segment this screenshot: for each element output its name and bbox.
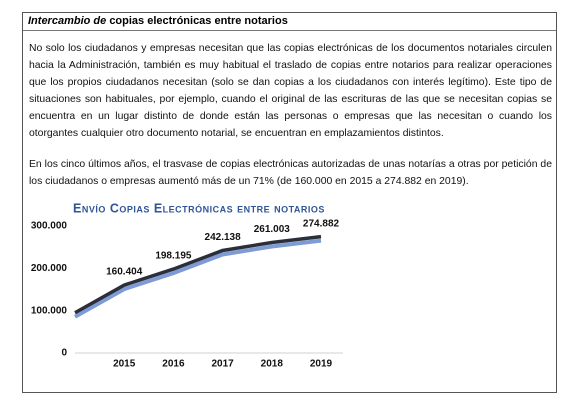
- divider: [23, 30, 556, 31]
- heading-rest: copias electrónicas entre notarios: [109, 15, 288, 27]
- y-tick-label: 100.000: [31, 305, 68, 316]
- data-label: 242.138: [205, 232, 242, 243]
- data-label: 198.195: [155, 251, 192, 262]
- data-label: 160.404: [106, 267, 143, 278]
- x-tick-label: 2015: [113, 359, 136, 370]
- x-tick-label: 2018: [261, 359, 284, 370]
- y-tick-label: 300.000: [31, 221, 68, 232]
- paragraph: En los cinco últimos años, el trasvase d…: [29, 159, 552, 187]
- heading: Intercambio de copias electrónicas entre…: [28, 15, 288, 27]
- chart-title: Envío Copias Electrónicas entre notarios: [73, 201, 325, 215]
- line-shadow: [74, 238, 322, 319]
- data-label: 274.882: [303, 218, 340, 229]
- x-tick-label: 2017: [211, 359, 234, 370]
- data-label: 261.003: [254, 224, 291, 235]
- frame: [22, 12, 557, 393]
- heading-italic: Intercambio de: [28, 15, 107, 27]
- y-tick-label: 200.000: [31, 263, 68, 274]
- x-tick-label: 2016: [162, 359, 185, 370]
- line: [74, 234, 322, 315]
- y-tick-label: 0: [61, 348, 67, 359]
- x-tick-label: 2019: [310, 359, 333, 370]
- paragraph: No solo los ciudadanos y empresas necesi…: [29, 43, 552, 139]
